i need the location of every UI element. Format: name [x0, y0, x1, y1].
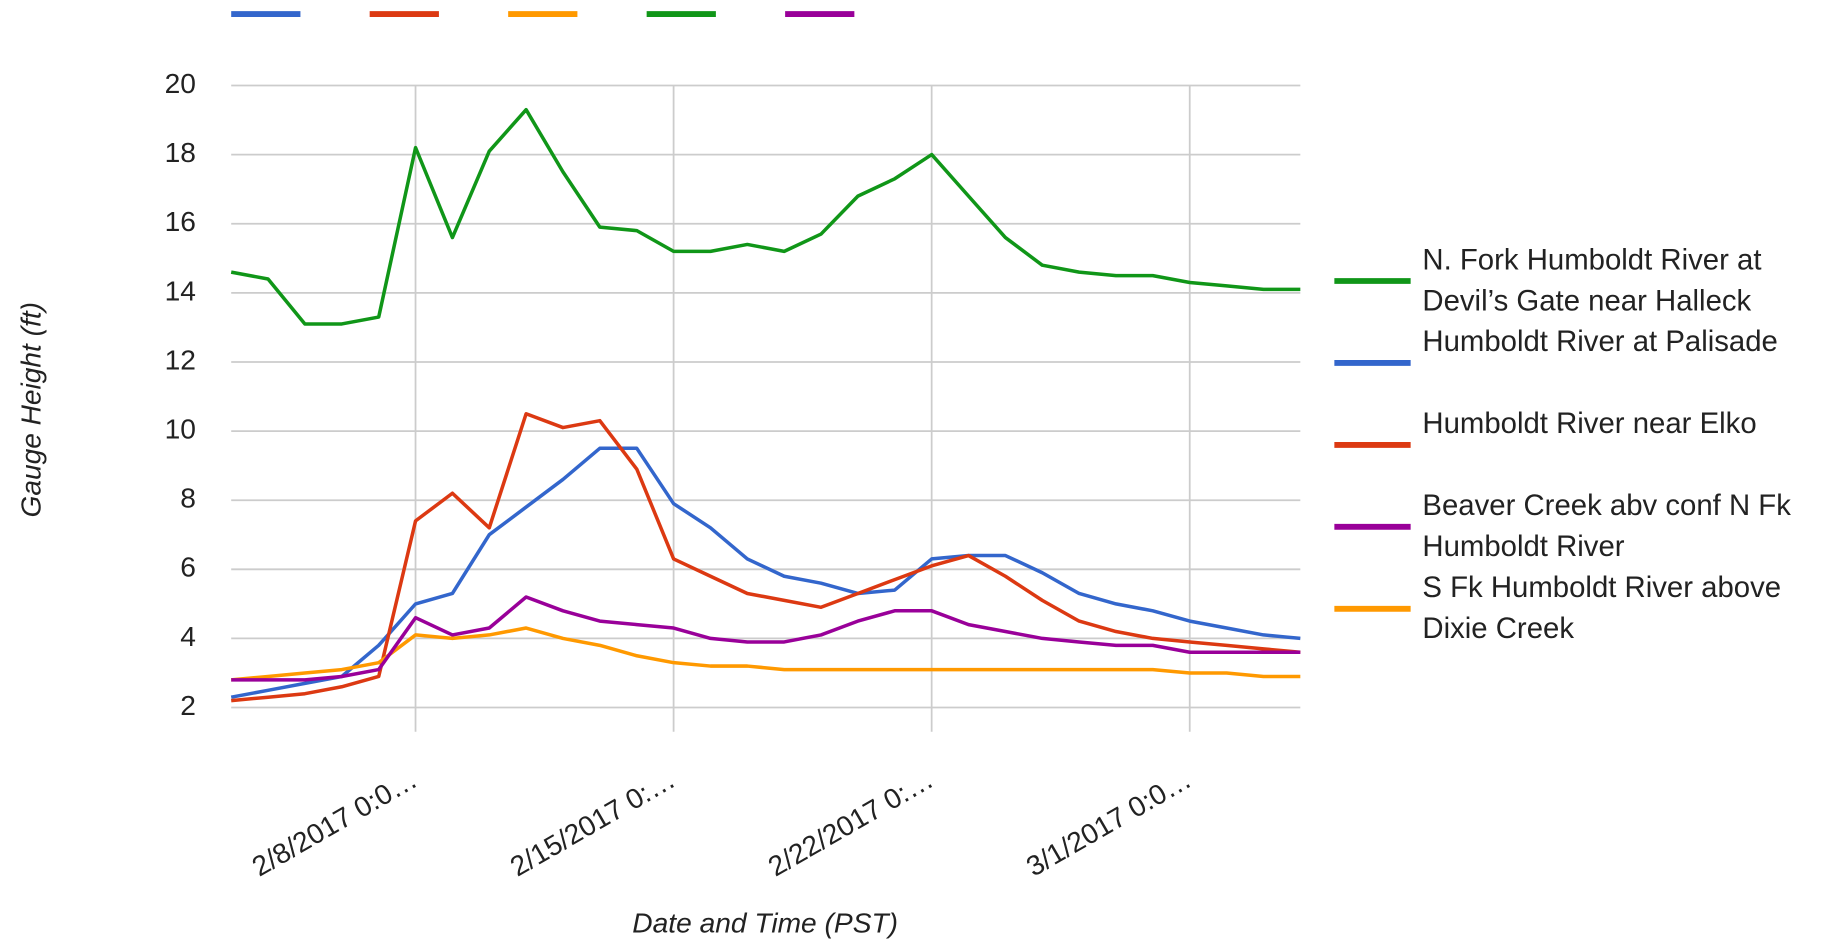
- y-tick-label: 8: [180, 483, 196, 514]
- y-axis-title: Gauge Height (ft): [15, 302, 46, 517]
- series-line: [231, 412, 1301, 703]
- y-tick-label: 12: [165, 344, 196, 375]
- y-tick-label: 16: [165, 206, 196, 237]
- y-tick-label: 2: [180, 690, 196, 721]
- x-tick-label: 3/1/2017 0:0…: [1021, 763, 1197, 882]
- y-tick-label: 20: [165, 68, 196, 99]
- legend-label: Beaver Creek abv conf N Fk Humboldt Rive…: [1422, 489, 1791, 564]
- y-tick-label: 6: [180, 552, 196, 583]
- series-line: [231, 626, 1301, 682]
- legend-label: S Fk Humboldt River above Dixie Creek: [1422, 571, 1782, 646]
- y-tick-label: 4: [180, 621, 196, 652]
- x-tick-label: 2/15/2017 0:…: [505, 763, 681, 882]
- legend-item: S Fk Humboldt River above Dixie Creek: [1422, 571, 1782, 646]
- series-line: [231, 595, 1301, 682]
- legend-item: Beaver Creek abv conf N Fk Humboldt Rive…: [1422, 489, 1791, 564]
- legend-item: Humboldt River near Elko: [1422, 407, 1757, 441]
- legend-label: Humboldt River near Elko: [1422, 407, 1757, 441]
- legend-item: N. Fork Humboldt River at Devil’s Gate n…: [1422, 243, 1762, 318]
- legend-item: Humboldt River at Palisade: [1422, 325, 1778, 359]
- y-tick-label: 10: [165, 414, 196, 445]
- x-axis-title: Date and Time (PST): [632, 907, 898, 938]
- x-tick-label: 2/22/2017 0:…: [763, 763, 939, 882]
- series-line: [230, 446, 1301, 699]
- series-line: [230, 107, 1301, 326]
- legend-label: N. Fork Humboldt River at Devil’s Gate n…: [1422, 243, 1762, 318]
- y-tick-label: 18: [165, 137, 196, 168]
- y-tick-label: 14: [165, 275, 196, 306]
- x-tick-label: 2/8/2017 0:0…: [247, 763, 423, 882]
- legend-label: Humboldt River at Palisade: [1422, 325, 1778, 359]
